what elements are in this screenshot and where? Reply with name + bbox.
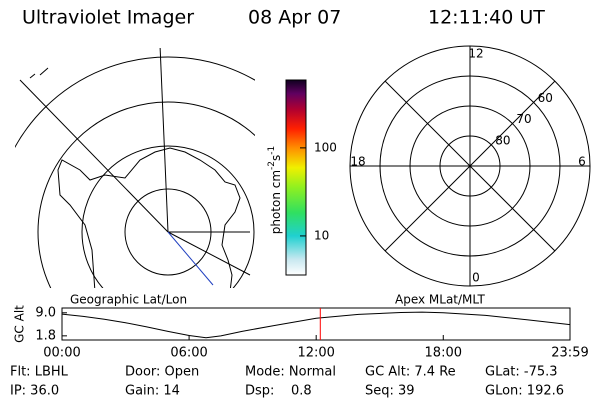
mlat-label: 70 (516, 112, 531, 126)
info-field: Door: Open (125, 365, 199, 380)
mlat-label: 60 (538, 91, 553, 105)
info-field: GC Alt: 7.4 Re (365, 365, 456, 380)
mlat-circle (379, 75, 561, 257)
mlt-label: 12 (468, 47, 483, 61)
mlat-circle (409, 105, 531, 227)
label-part: -2 (267, 161, 277, 170)
x-tick-label: 23:59 (551, 346, 588, 361)
mlat-circle (349, 45, 591, 287)
colorbar-label: photon cm-2s-1 (267, 146, 283, 235)
info-field: IP: 36.0 (10, 384, 59, 399)
geo-map (15, 48, 255, 288)
mlat-label: 80 (495, 133, 510, 147)
colorbar (285, 79, 307, 276)
info-field: Gain: 14 (125, 384, 180, 399)
y-tick-label: 9.0 (35, 305, 56, 320)
title: Ultraviolet Imager (22, 7, 194, 29)
colorbar-tick-label: 10 (314, 228, 329, 242)
x-tick-label: 06:00 (170, 346, 207, 361)
info-field: GLon: 192.6 (485, 384, 564, 399)
x-tick-label: 00:00 (43, 346, 80, 361)
mlt-label: 0 (472, 271, 480, 285)
info-field: Flt: LBHL (10, 365, 69, 380)
label-part: photon cm (269, 170, 283, 234)
mlt-label: Apex MLat/MLT (395, 293, 485, 307)
label-part: -1 (267, 146, 277, 155)
label-part: s (269, 155, 283, 161)
info-field: Dsp: 0.8 (245, 384, 312, 399)
info-field: Mode: Normal (245, 365, 336, 380)
x-tick-label: 18:00 (425, 346, 462, 361)
y-axis-label: GC Alt (13, 305, 27, 343)
y-tick-label: 1.8 (35, 328, 56, 343)
date: 08 Apr 07 (248, 7, 341, 29)
alt-curve (61, 311, 571, 339)
mlat-circle (439, 135, 501, 197)
colorbar-tick-label: 100 (314, 140, 337, 154)
mlt-label: 18 (350, 155, 365, 169)
mlt-grid (350, 46, 590, 286)
info-field: GLat: -75.3 (485, 365, 558, 380)
mlt-label: 6 (578, 155, 586, 169)
info-field: Seq: 39 (365, 384, 415, 399)
time: 12:11:40 UT (428, 7, 545, 29)
geo-label: Geographic Lat/Lon (70, 293, 187, 307)
x-tick-label: 12:00 (297, 346, 334, 361)
